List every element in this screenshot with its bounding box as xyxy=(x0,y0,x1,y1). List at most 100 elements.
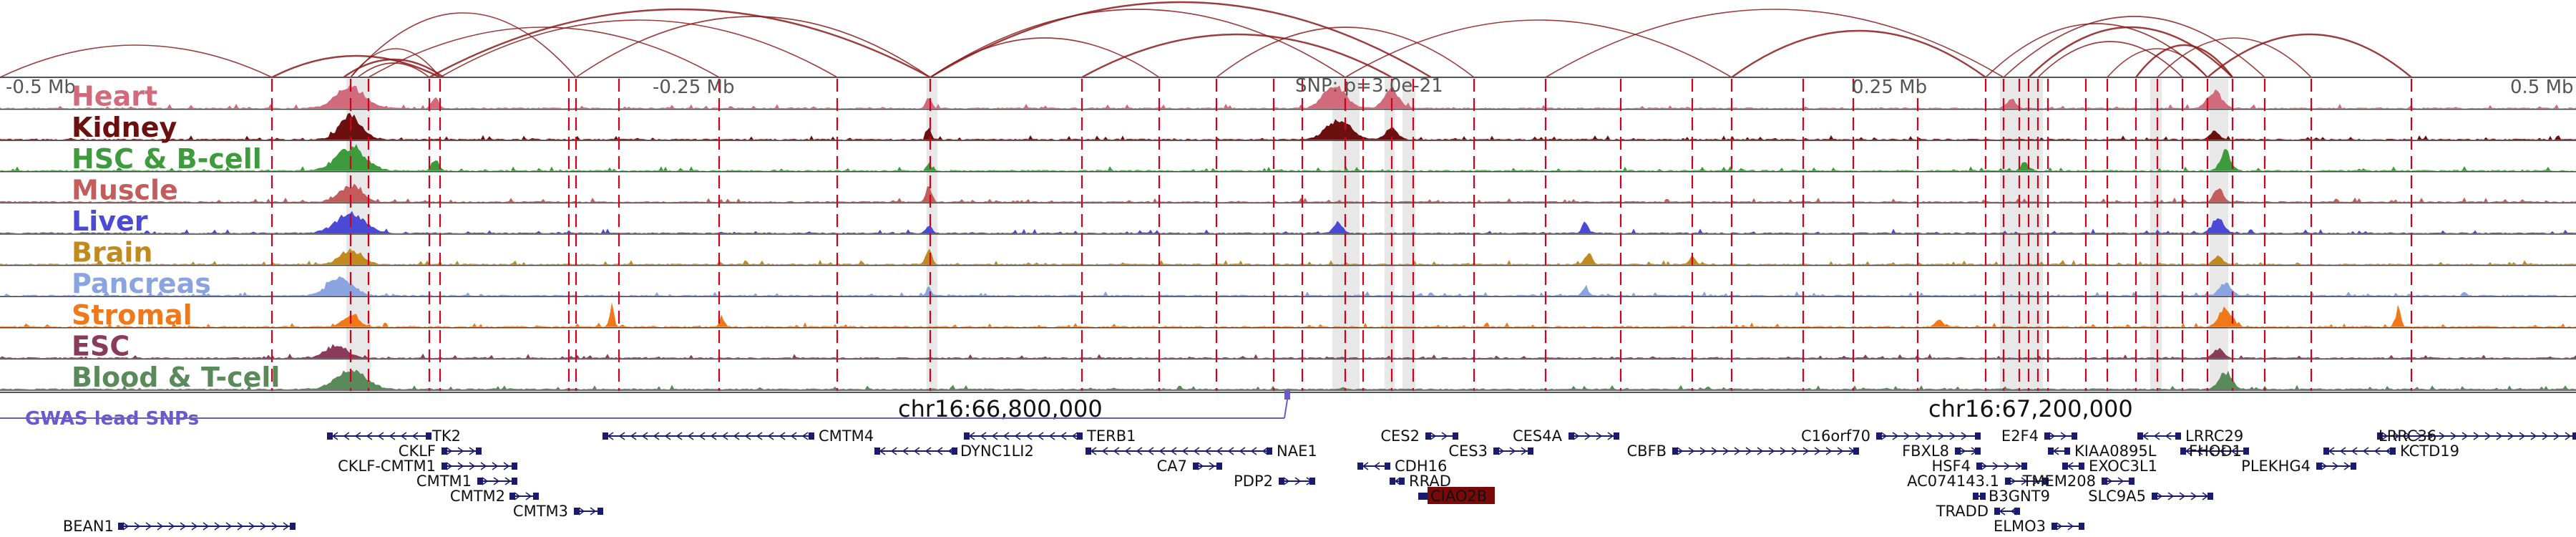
loop-arc-10 xyxy=(1985,23,2208,78)
exon-block xyxy=(1216,463,1222,470)
highlight-band-4 xyxy=(1402,79,1415,391)
gene-nae1: NAE1 xyxy=(1085,442,1317,460)
gene-label-c16orf70: C16orf70 xyxy=(1801,427,1870,445)
strand-chevron xyxy=(1193,447,1200,455)
strand-chevron xyxy=(2009,477,2016,485)
strand-chevron xyxy=(2067,522,2074,531)
gene-label-exoc3l1: EXOC3L1 xyxy=(2089,458,2157,475)
gene-cklf-cmtm1: CKLF-CMTM1 xyxy=(338,458,517,475)
strand-chevron xyxy=(2385,447,2392,455)
exon-block xyxy=(2137,432,2143,440)
loop-arc-16 xyxy=(368,26,720,78)
gene-cklf: CKLF xyxy=(399,442,482,460)
track-label-8: ESC xyxy=(72,330,130,362)
exon-block xyxy=(809,432,814,440)
loop-arc-24 xyxy=(343,58,444,78)
strand-chevron xyxy=(1147,447,1154,455)
highlight-band-1 xyxy=(927,79,937,391)
strand-chevron xyxy=(446,462,453,470)
loop-arc-4 xyxy=(575,16,931,78)
gene-label-cklf: CKLF xyxy=(399,442,436,460)
exon-block xyxy=(2043,478,2049,485)
strand-chevron xyxy=(991,432,998,440)
track-esc xyxy=(0,344,2576,360)
strand-chevron xyxy=(2207,447,2215,455)
exon-block xyxy=(1453,432,1458,440)
strand-chevron xyxy=(790,432,797,440)
strand-chevron xyxy=(1915,432,1922,440)
track-label-1: Kidney xyxy=(72,112,177,143)
exon-block xyxy=(2072,432,2077,440)
strand-chevron xyxy=(145,522,152,531)
strand-chevron xyxy=(1430,432,1437,440)
strand-chevron xyxy=(2343,462,2351,470)
exon-block xyxy=(477,478,483,485)
strand-chevron xyxy=(1992,462,1999,470)
track-signal-2 xyxy=(0,144,2576,171)
highlight-band-3 xyxy=(1385,79,1395,391)
strand-chevron xyxy=(1981,462,1988,470)
gene-label-bean1: BEAN1 xyxy=(63,518,114,535)
gene-dync1li2: DYNC1LI2 xyxy=(874,442,1034,460)
strand-chevron xyxy=(2416,432,2423,440)
strand-chevron xyxy=(2530,432,2537,440)
strand-chevron xyxy=(1037,432,1044,440)
strand-chevron xyxy=(1124,447,1131,455)
gene-e2f4: E2F4 xyxy=(2001,427,2077,445)
strand-chevron xyxy=(504,477,512,485)
exon-block xyxy=(2243,448,2249,455)
strand-chevron xyxy=(180,522,187,531)
strand-chevron xyxy=(1060,432,1067,440)
strand-chevron xyxy=(366,432,373,440)
gene-label-cmtm4: CMTM4 xyxy=(819,427,874,445)
loop-arc-5 xyxy=(930,9,1346,78)
strand-chevron xyxy=(2332,462,2339,470)
track-label-0: Heart xyxy=(72,81,157,112)
gene-label-pdp2: PDP2 xyxy=(1234,473,1273,490)
strand-chevron xyxy=(389,432,396,440)
strand-chevron xyxy=(1521,447,1528,455)
exon-block xyxy=(1672,448,1678,455)
strand-chevron xyxy=(1949,432,1956,440)
strand-chevron xyxy=(1607,432,1614,440)
track-label-7: Stromal xyxy=(72,299,192,331)
gene-ca7: CA7 xyxy=(1157,458,1222,475)
track-signal-7 xyxy=(0,302,2576,327)
gwas-snp-marker xyxy=(1284,391,1290,400)
strand-chevron xyxy=(1262,447,1269,455)
gene-kctd19: KCTD19 xyxy=(2323,442,2459,460)
strand-chevron xyxy=(1498,447,1505,455)
track-signal-3 xyxy=(0,183,2576,203)
strand-chevron xyxy=(157,522,164,531)
strand-chevron xyxy=(2450,432,2457,440)
exon-block xyxy=(1493,448,1499,455)
track-pancreas xyxy=(0,276,2576,297)
strand-chevron xyxy=(698,432,706,440)
strand-chevron xyxy=(1227,447,1234,455)
strand-chevron xyxy=(2519,432,2526,440)
gene-highlight-box xyxy=(1428,487,1495,504)
gene-label-e2f4: E2F4 xyxy=(2001,427,2039,445)
exon-block xyxy=(2152,493,2157,500)
strand-chevron xyxy=(664,432,671,440)
exon-block xyxy=(533,493,539,500)
strand-chevron xyxy=(122,522,130,531)
exon-block xyxy=(1980,493,1986,500)
gene-label-fhod1: FHOD1 xyxy=(2189,442,2242,460)
strand-chevron xyxy=(2553,432,2560,440)
strand-chevron xyxy=(1209,462,1216,470)
gene-cmtm1: CMTM1 xyxy=(416,473,517,490)
gene-label-hsf4: HSF4 xyxy=(1931,458,1971,475)
exon-block xyxy=(2180,448,2186,455)
track-signal-8 xyxy=(0,344,2576,359)
strand-chevron xyxy=(2060,432,2067,440)
strand-chevron xyxy=(2507,432,2514,440)
strand-chevron xyxy=(2106,477,2113,485)
strand-chevron xyxy=(913,447,920,455)
gene-label-terb1: TERB1 xyxy=(1086,427,1136,445)
exon-block xyxy=(1085,448,1091,455)
exon-block xyxy=(1418,493,1424,500)
strand-chevron xyxy=(767,432,774,440)
strand-chevron xyxy=(687,432,694,440)
